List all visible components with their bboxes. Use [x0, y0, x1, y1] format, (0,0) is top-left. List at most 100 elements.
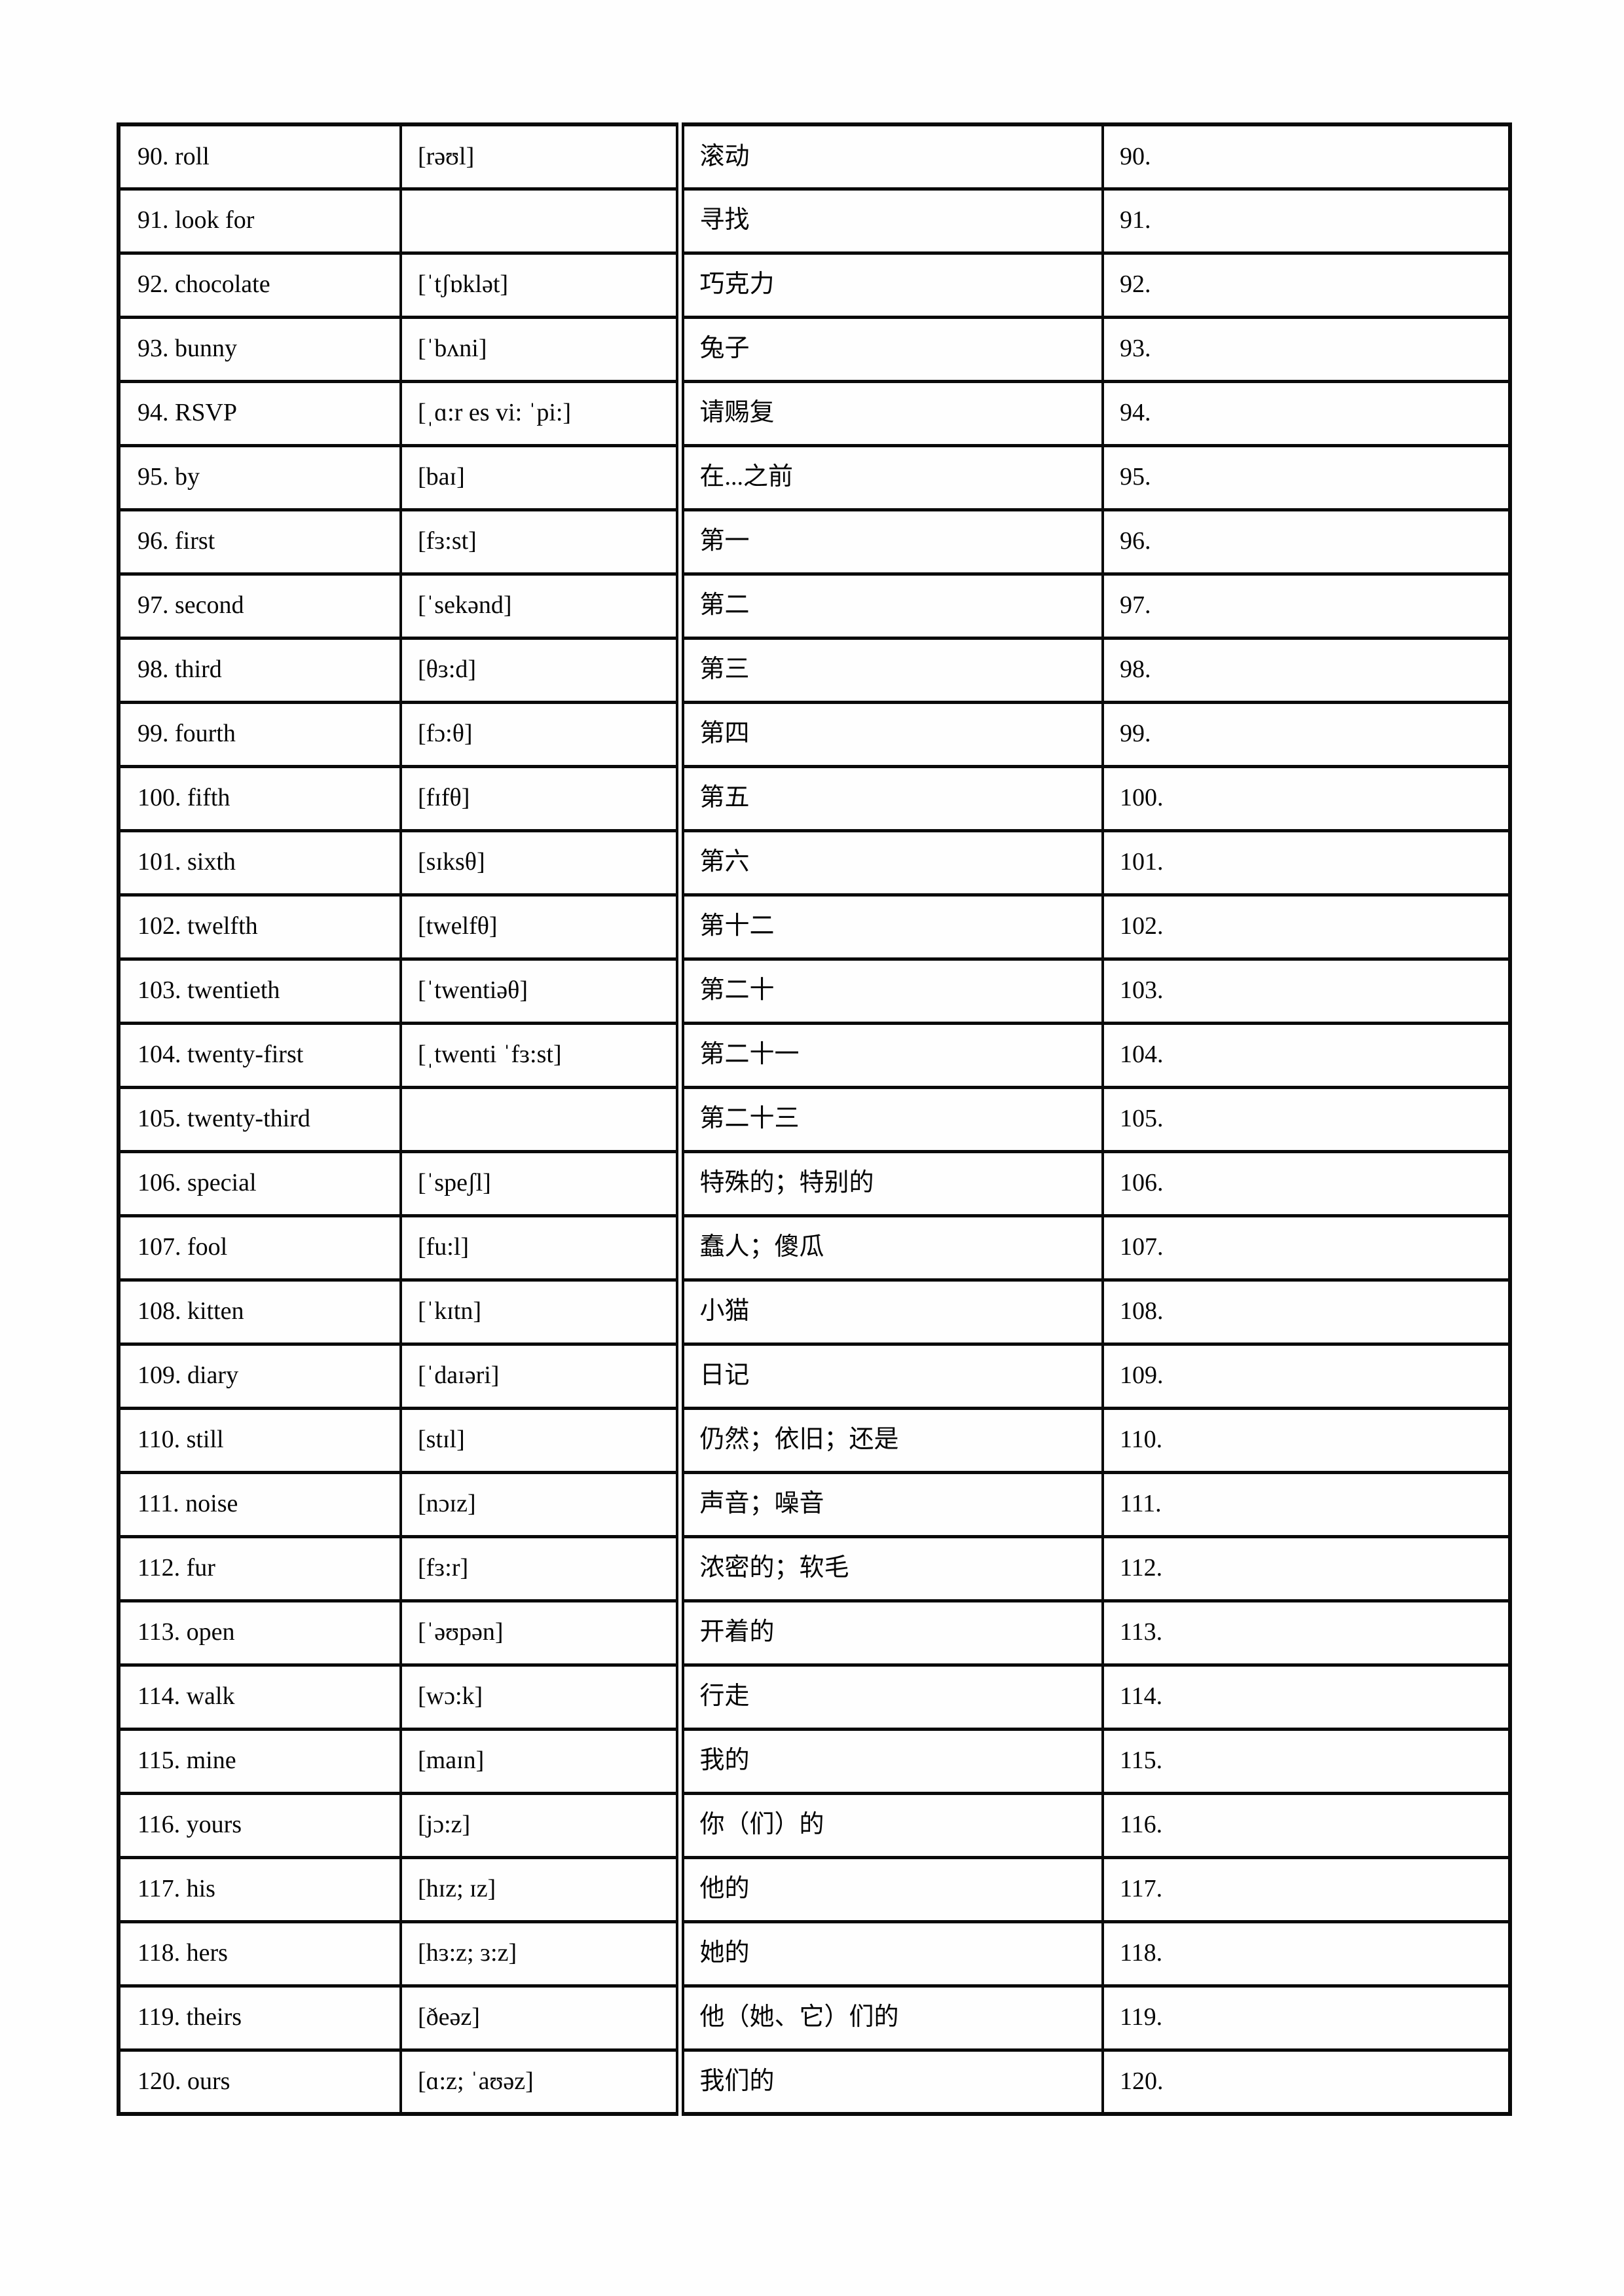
table-row: 95. by [baɪ] 在...之前 95. — [117, 443, 1511, 511]
table-row: 116. yours [jɔ:z] 你（们）的 116. — [117, 1791, 1511, 1859]
phonetic-cell: [nɔɪz] — [399, 1470, 681, 1538]
phonetic-cell: [ˈspeʃl] — [399, 1149, 681, 1217]
meaning-cell: 第三 — [675, 636, 1104, 704]
word-cell: 114. walk — [117, 1663, 402, 1731]
phonetic-cell: [ɑ:z; ˈaʊəz] — [399, 2048, 681, 2116]
phonetic-cell: [jɔ:z] — [399, 1791, 681, 1859]
phonetic-cell: [fu:l] — [399, 1213, 681, 1282]
phonetic-cell: [ˌtwenti ˈfɜ:st] — [399, 1021, 681, 1089]
word-cell: 118. hers — [117, 1919, 402, 1988]
meaning-cell: 滚动 — [675, 122, 1104, 191]
phonetic-cell: [ˈkɪtn] — [399, 1278, 681, 1346]
meaning-cell: 声音；噪音 — [675, 1470, 1104, 1538]
word-cell: 92. chocolate — [117, 251, 402, 319]
phonetic-cell: [ˈbʌni] — [399, 315, 681, 383]
number-cell: 95. — [1101, 443, 1511, 511]
meaning-cell: 寻找 — [675, 187, 1104, 255]
number-cell: 112. — [1101, 1534, 1511, 1602]
word-cell: 102. twelfth — [117, 893, 402, 961]
phonetic-cell: [ðeəz] — [399, 1984, 681, 2052]
word-cell: 111. noise — [117, 1470, 402, 1538]
meaning-cell: 巧克力 — [675, 251, 1104, 319]
number-cell: 106. — [1101, 1149, 1511, 1217]
phonetic-cell — [399, 1085, 681, 1153]
phonetic-cell: [fɔ:θ] — [399, 700, 681, 768]
word-cell: 107. fool — [117, 1213, 402, 1282]
number-cell: 105. — [1101, 1085, 1511, 1153]
table-row: 111. noise [nɔɪz] 声音；噪音 111. — [117, 1470, 1511, 1538]
phonetic-cell: [fɜ:r] — [399, 1534, 681, 1602]
meaning-cell: 他（她、它）们的 — [675, 1984, 1104, 2052]
word-cell: 99. fourth — [117, 700, 402, 768]
table-row: 102. twelfth [twelfθ] 第十二 102. — [117, 893, 1511, 961]
meaning-cell: 特殊的；特别的 — [675, 1149, 1104, 1217]
number-cell: 117. — [1101, 1855, 1511, 1923]
table-row: 93. bunny [ˈbʌni] 兔子 93. — [117, 315, 1511, 383]
word-cell: 109. diary — [117, 1342, 402, 1410]
number-cell: 119. — [1101, 1984, 1511, 2052]
table-row: 101. sixth [sɪksθ] 第六 101. — [117, 828, 1511, 897]
meaning-cell: 第五 — [675, 764, 1104, 832]
word-cell: 100. fifth — [117, 764, 402, 832]
meaning-cell: 第二 — [675, 572, 1104, 640]
word-cell: 106. special — [117, 1149, 402, 1217]
meaning-cell: 第四 — [675, 700, 1104, 768]
table-row: 92. chocolate [ˈtʃɒklət] 巧克力 92. — [117, 251, 1511, 319]
phonetic-cell: [stɪl] — [399, 1406, 681, 1474]
meaning-cell: 他的 — [675, 1855, 1104, 1923]
meaning-cell: 她的 — [675, 1919, 1104, 1988]
word-cell: 115. mine — [117, 1727, 402, 1795]
meaning-cell: 请赐复 — [675, 379, 1104, 447]
table-row: 115. mine [maɪn] 我的 115. — [117, 1727, 1511, 1795]
word-cell: 119. theirs — [117, 1984, 402, 2052]
phonetic-cell: [rəʊl] — [399, 122, 681, 191]
word-cell: 101. sixth — [117, 828, 402, 897]
meaning-cell: 第六 — [675, 828, 1104, 897]
number-cell: 118. — [1101, 1919, 1511, 1988]
table-row: 90. roll [rəʊl] 滚动 90. — [117, 122, 1511, 191]
phonetic-cell: [fɜ:st] — [399, 508, 681, 576]
meaning-cell: 第十二 — [675, 893, 1104, 961]
word-cell: 96. first — [117, 508, 402, 576]
table-row: 117. his [hɪz; ɪz] 他的 117. — [117, 1855, 1511, 1923]
number-cell: 91. — [1101, 187, 1511, 255]
word-cell: 105. twenty-third — [117, 1085, 402, 1153]
number-cell: 109. — [1101, 1342, 1511, 1410]
number-cell: 98. — [1101, 636, 1511, 704]
phonetic-cell: [hɪz; ɪz] — [399, 1855, 681, 1923]
number-cell: 113. — [1101, 1599, 1511, 1667]
meaning-cell: 蠢人；傻瓜 — [675, 1213, 1104, 1282]
table-row: 119. theirs [ðeəz] 他（她、它）们的 119. — [117, 1984, 1511, 2052]
meaning-cell: 在...之前 — [675, 443, 1104, 511]
word-cell: 91. look for — [117, 187, 402, 255]
word-cell: 117. his — [117, 1855, 402, 1923]
phonetic-cell: [baɪ] — [399, 443, 681, 511]
word-cell: 112. fur — [117, 1534, 402, 1602]
meaning-cell: 小猫 — [675, 1278, 1104, 1346]
meaning-cell: 开着的 — [675, 1599, 1104, 1667]
number-cell: 96. — [1101, 508, 1511, 576]
phonetic-cell: [ˈəʊpən] — [399, 1599, 681, 1667]
meaning-cell: 我们的 — [675, 2048, 1104, 2116]
phonetic-cell: [ˈdaɪəri] — [399, 1342, 681, 1410]
meaning-cell: 行走 — [675, 1663, 1104, 1731]
number-cell: 104. — [1101, 1021, 1511, 1089]
number-cell: 111. — [1101, 1470, 1511, 1538]
number-cell: 97. — [1101, 572, 1511, 640]
number-cell: 115. — [1101, 1727, 1511, 1795]
word-cell: 120. ours — [117, 2048, 402, 2116]
word-cell: 90. roll — [117, 122, 402, 191]
number-cell: 110. — [1101, 1406, 1511, 1474]
phonetic-cell: [hɜ:z; ɜ:z] — [399, 1919, 681, 1988]
meaning-cell: 第二十 — [675, 957, 1104, 1025]
phonetic-cell: [twelfθ] — [399, 893, 681, 961]
word-cell: 116. yours — [117, 1791, 402, 1859]
word-cell: 110. still — [117, 1406, 402, 1474]
table-row: 98. third [θɜ:d] 第三 98. — [117, 636, 1511, 704]
phonetic-cell: [fɪfθ] — [399, 764, 681, 832]
phonetic-cell: [ˈtʃɒklət] — [399, 251, 681, 319]
meaning-cell: 仍然；依旧；还是 — [675, 1406, 1104, 1474]
table-row: 107. fool [fu:l] 蠢人；傻瓜 107. — [117, 1213, 1511, 1282]
phonetic-cell: [wɔ:k] — [399, 1663, 681, 1731]
